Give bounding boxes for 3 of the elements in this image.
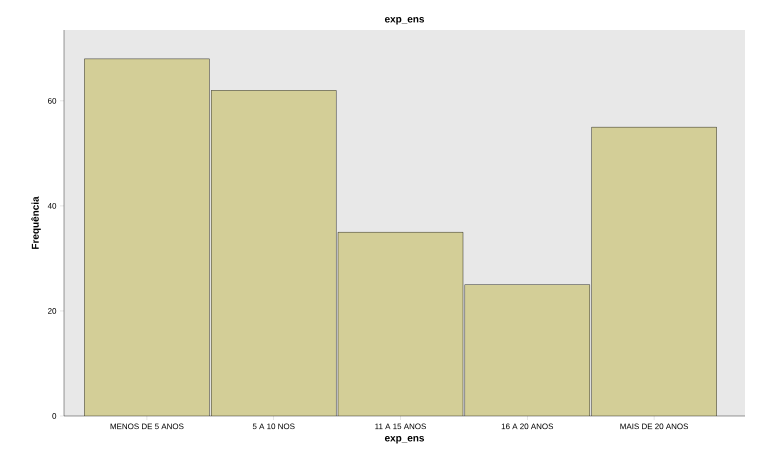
chart-title: exp_ens [384, 17, 424, 24]
y-axis-title: Frequência [31, 196, 41, 249]
x-axis-title: exp_ens [384, 436, 424, 444]
